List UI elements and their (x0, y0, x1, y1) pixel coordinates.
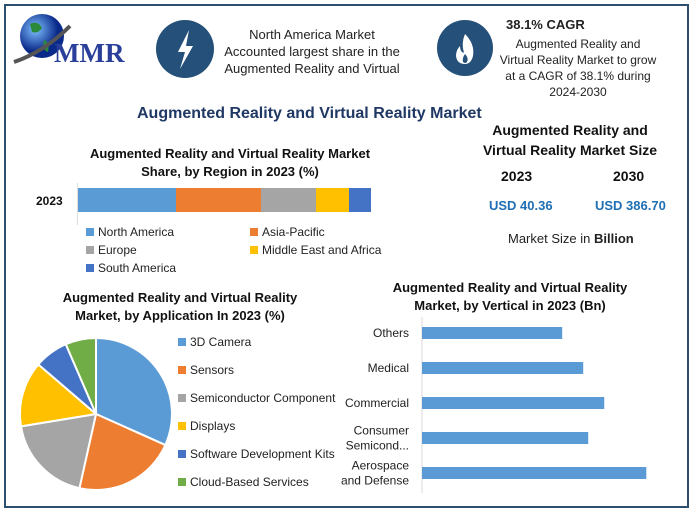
legend-label: South America (98, 261, 177, 275)
bar-segment-asia-pacific (175, 188, 261, 212)
legend-swatch (178, 450, 186, 458)
legend-swatch (86, 228, 94, 236)
bar-segment-middle-east-and-africa (315, 188, 349, 212)
legend-label: Semiconductor Component (190, 391, 336, 405)
callout-line: Virtual Reality Market to grow (499, 53, 657, 67)
legend-swatch (178, 366, 186, 374)
callout-line: Augmented Reality and (515, 37, 641, 51)
title-line: Virtual Reality Market Size (482, 142, 658, 158)
legend-swatch (250, 228, 258, 236)
legend-item-software-development-kits: Software Development Kits (178, 447, 335, 461)
legend-label: Sensors (190, 363, 235, 377)
title-line: Augmented Reality and (492, 122, 648, 138)
callout-line: Augmented Reality and Virtual (224, 61, 400, 76)
pie-slice-cloud-based-services (64, 336, 97, 415)
category-label: Consumer (354, 424, 409, 438)
category-label: Medical (368, 361, 409, 375)
legend-label: Cloud-Based Services (190, 475, 309, 489)
vertical-bar-chart: Others Medical Commercial ConsumerSemicond.… (341, 317, 647, 493)
region-chart-title: Augmented Reality and Virtual Reality Ma… (60, 145, 400, 181)
legend-swatch (86, 246, 94, 254)
value-2030: USD 386.70 (595, 198, 666, 213)
value-2023: USD 40.36 (489, 198, 553, 213)
region-category-label: 2023 (36, 194, 63, 208)
main-title: Augmented Reality and Virtual Reality Ma… (137, 105, 482, 122)
cagr-callout: Augmented Reality and Virtual Reality Ma… (493, 36, 663, 100)
bar-others (422, 327, 563, 339)
bar-segment-south-america (349, 188, 371, 212)
callout-line: 2024-2030 (549, 85, 607, 99)
category-label: Semicond... (346, 439, 409, 453)
legend-swatch (178, 394, 186, 402)
category-label: and Defense (341, 474, 409, 488)
note-prefix: Market Size in (508, 231, 594, 246)
legend-swatch (86, 264, 94, 272)
legend-item-sensors: Sensors (178, 363, 234, 377)
legend-item-cloud-based-services: Cloud-Based Services (178, 475, 309, 489)
bar-medical (422, 362, 584, 374)
region-stacked-bar (78, 188, 371, 212)
legend-item-north-america: North America (86, 225, 174, 239)
category-label: Others (373, 326, 409, 340)
pie-slice-sensors (78, 412, 167, 491)
title-line: Share, by Region in 2023 (%) (141, 164, 319, 179)
legend-item-south-america: South America (86, 261, 176, 275)
cagr-title: 38.1% CAGR (506, 17, 585, 32)
note-unit: Billion (593, 231, 634, 246)
bar-consumer-semicond (422, 432, 589, 444)
category-label: Aerospace (352, 459, 410, 473)
pie-slice-3d-camera (95, 336, 173, 447)
bar-commercial (422, 397, 605, 409)
application-pie (19, 336, 173, 491)
vertical-chart-title: Augmented Reality and Virtual Reality Ma… (360, 279, 660, 315)
legend-item-3d-camera: 3D Camera (178, 335, 251, 349)
legend-item-middle-east-and-africa: Middle East and Africa (250, 243, 381, 257)
title-line: Augmented Reality and Virtual Reality Ma… (89, 146, 371, 161)
market-size-note: Market Size in Billion (508, 231, 634, 246)
legend-label: Displays (190, 419, 236, 433)
title-line: Market, by Vertical in 2023 (Bn) (414, 298, 606, 313)
legend-swatch (250, 246, 258, 254)
market-size-title: Augmented Reality and Virtual Reality Ma… (470, 120, 670, 160)
year-2030: 2030 (613, 168, 645, 184)
title-line: Market, by Application In 2023 (%) (75, 308, 285, 323)
legend-label: Middle East and Africa (262, 243, 382, 257)
lightning-icon (156, 20, 214, 78)
legend-item-displays: Displays (178, 419, 235, 433)
legend-item-semiconductor-component: Semiconductor Component (178, 391, 335, 405)
legend-item-asia-pacific: Asia-Pacific (250, 225, 325, 239)
legend-label: 3D Camera (190, 335, 252, 349)
pie-slice-semiconductor-component (19, 412, 98, 490)
globe-icon (13, 14, 72, 64)
legend-swatch (178, 478, 186, 486)
title-line: Augmented Reality and Virtual Reality (62, 290, 298, 305)
title-line: Augmented Reality and Virtual Reality (392, 280, 628, 295)
flame-icon (437, 20, 493, 76)
bar-segment-north-america (78, 188, 176, 212)
year-2023: 2023 (501, 168, 533, 184)
logo-text: MMR (54, 38, 125, 68)
legend-swatch (178, 422, 186, 430)
legend-item-europe: Europe (86, 243, 137, 257)
application-chart-title: Augmented Reality and Virtual Reality Ma… (30, 289, 330, 325)
mmr-logo: MMR (12, 10, 142, 70)
callout-line: at a CAGR of 38.1% during (505, 69, 651, 83)
infographic-frame (4, 4, 689, 508)
bar-segment-europe (260, 188, 316, 212)
legend-label: Software Development Kits (190, 447, 335, 461)
region-axis (77, 183, 78, 225)
category-label: Commercial (345, 396, 409, 410)
legend-label: Europe (98, 243, 137, 257)
north-america-callout: North America Market Accounted largest s… (212, 26, 412, 77)
legend-swatch (178, 338, 186, 346)
callout-line: Accounted largest share in the (224, 44, 400, 59)
legend-label: Asia-Pacific (262, 225, 325, 239)
bar-aerospace-and-defense (422, 467, 647, 479)
callout-line: North America Market (249, 27, 375, 42)
pie-slice-displays (19, 363, 99, 428)
legend-label: North America (98, 225, 175, 239)
